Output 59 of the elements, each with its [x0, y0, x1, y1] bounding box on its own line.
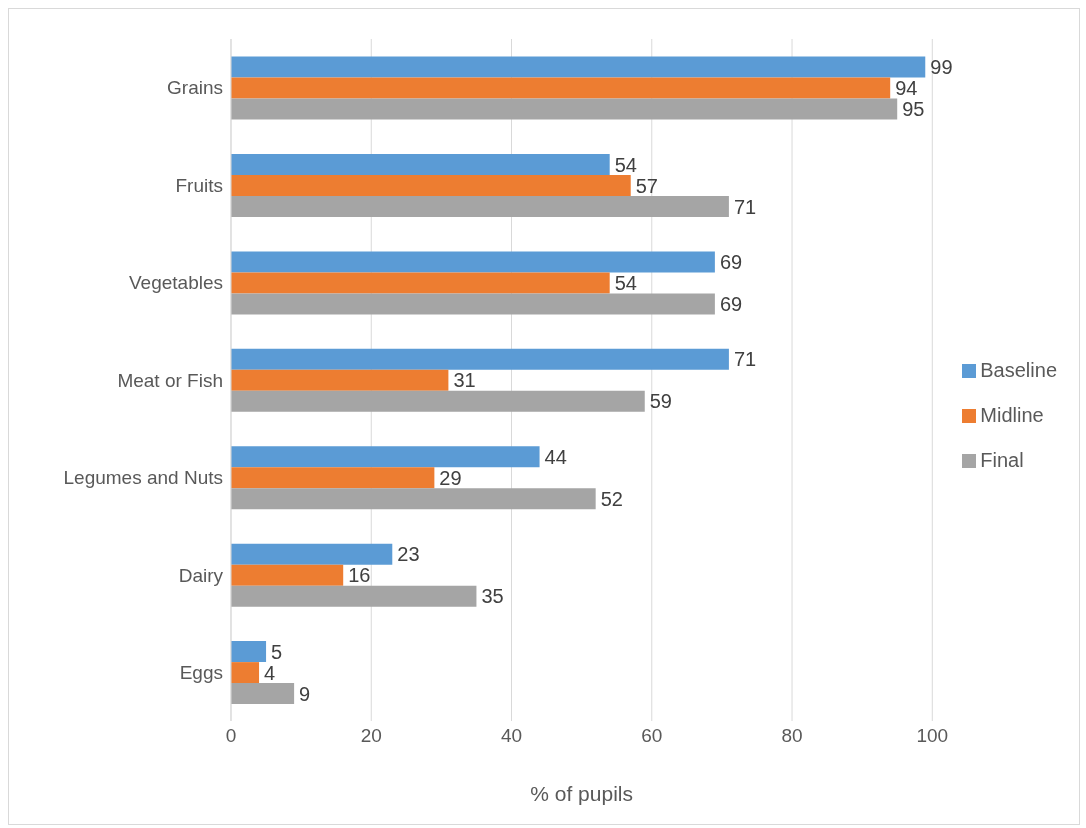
bar: [231, 153, 610, 175]
data-label: 16: [348, 564, 371, 587]
y-tick-label: Dairy: [178, 564, 224, 586]
data-label: 29: [439, 466, 462, 489]
data-label: 4: [264, 661, 276, 684]
y-tick-label: Fruits: [175, 174, 223, 196]
y-tick-label: Grains: [167, 77, 223, 99]
bar: [231, 251, 715, 273]
data-label: 44: [544, 445, 567, 468]
bar: [231, 77, 891, 99]
y-tick-label: Vegetables: [128, 272, 223, 294]
x-axis-title: % of pupils: [530, 782, 634, 805]
bar: [231, 585, 477, 607]
data-label: 69: [719, 292, 743, 315]
data-label: 35: [481, 585, 504, 608]
x-tick-label: 60: [641, 725, 663, 747]
bar: [231, 662, 260, 684]
data-label: 94: [895, 77, 918, 100]
bar: [231, 293, 715, 315]
data-label: 69: [719, 250, 743, 273]
x-tick-label: 0: [225, 725, 237, 747]
bar: [231, 369, 449, 391]
data-label: 59: [649, 390, 673, 413]
bar: [231, 467, 435, 489]
data-label: 31: [453, 369, 476, 392]
data-label: 23: [397, 543, 420, 566]
y-tick-label: Eggs: [179, 662, 223, 684]
y-tick-label: Meat or Fish: [117, 369, 223, 391]
data-label: 9: [299, 682, 311, 705]
bar: [231, 543, 393, 565]
bar: [231, 174, 631, 196]
data-label: 95: [902, 98, 925, 121]
data-label: 54: [614, 271, 637, 294]
bar: [231, 564, 344, 586]
data-label: 71: [733, 348, 757, 371]
bar: [231, 195, 729, 217]
y-tick-label: Legumes and Nuts: [63, 467, 223, 489]
x-tick-label: 100: [916, 725, 949, 747]
bar: [231, 348, 729, 370]
bar: [231, 272, 610, 294]
x-tick-label: 40: [500, 725, 523, 747]
data-label: 71: [733, 195, 757, 218]
legend-label: Final: [980, 448, 1024, 471]
data-label: 52: [600, 487, 623, 510]
bar: [231, 98, 898, 120]
data-label: 99: [930, 56, 953, 79]
bar: [231, 488, 596, 510]
x-tick-label: 80: [781, 725, 803, 747]
x-tick-label: 20: [360, 725, 382, 747]
data-label: 57: [635, 174, 658, 197]
data-label: 54: [614, 153, 637, 176]
bar: [231, 390, 645, 412]
bar: [231, 56, 926, 78]
data-label: 5: [271, 640, 283, 663]
bar: [231, 446, 540, 468]
legend-label: Midline: [980, 403, 1044, 426]
bar: [231, 683, 295, 705]
legend-label: Baseline: [980, 358, 1057, 381]
bar: [231, 641, 267, 663]
